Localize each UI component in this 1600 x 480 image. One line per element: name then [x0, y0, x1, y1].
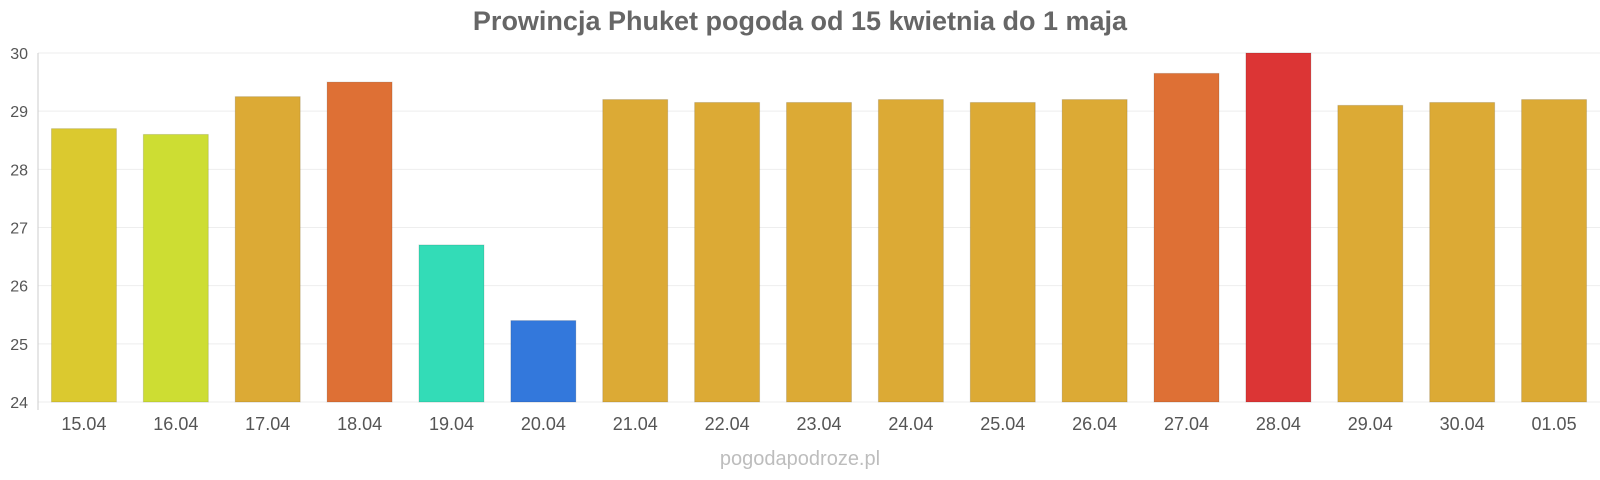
x-tick-label: 29.04	[1348, 414, 1393, 434]
bar-25.04	[969, 101, 1036, 403]
x-tick-label: 27.04	[1164, 414, 1209, 434]
x-tick-label: 19.04	[429, 414, 474, 434]
x-tick-label: 24.04	[888, 414, 933, 434]
bar-19.04	[418, 244, 485, 403]
x-tick-label: 26.04	[1072, 414, 1117, 434]
x-tick-label: 16.04	[153, 414, 198, 434]
y-tick-label: 27	[10, 221, 28, 238]
y-tick-label: 25	[10, 337, 28, 354]
y-tick-label: 30	[10, 46, 28, 63]
bars	[50, 52, 1588, 403]
y-tick-label: 24	[10, 395, 28, 412]
x-tick-label: 01.05	[1532, 414, 1577, 434]
x-tick-label: 22.04	[705, 414, 750, 434]
bar-29.04	[1337, 104, 1404, 403]
x-tick-label: 20.04	[521, 414, 566, 434]
x-tick-labels: 15.04 16.04 17.04 18.04 19.04 20.04 21.04 22.04…	[61, 414, 1576, 434]
x-tick-label: 23.04	[796, 414, 841, 434]
x-tick-label: 15.04	[61, 414, 106, 434]
chart-title: Prowincja Phuket pogoda od 15 kwietnia d…	[472, 6, 1128, 36]
bar-30.04	[1429, 101, 1496, 403]
bar-15.04	[50, 128, 117, 403]
bar-18.04	[326, 81, 393, 403]
y-tick-label: 26	[10, 279, 28, 296]
watermark-text: pogodapodroze.pl	[719, 448, 881, 470]
bar-24.04	[877, 99, 944, 403]
x-tick-label: 17.04	[245, 414, 290, 434]
x-tick-label: 21.04	[613, 414, 658, 434]
y-tick-label: 28	[10, 162, 28, 179]
x-tick-label: 25.04	[980, 414, 1025, 434]
x-tick-label: 30.04	[1440, 414, 1485, 434]
bar-01.05	[1521, 99, 1588, 403]
x-tick-label: 28.04	[1256, 414, 1301, 434]
bar-16.04	[142, 133, 209, 403]
bar-26.04	[1061, 99, 1128, 403]
bar-21.04	[602, 99, 669, 403]
bar-20.04	[510, 320, 577, 403]
y-tick-labels: 24 25 26 27 28 29 30	[10, 46, 28, 412]
x-tick-label: 18.04	[337, 414, 382, 434]
y-tick-label: 29	[10, 104, 28, 121]
bar-17.04	[234, 96, 301, 403]
bar-28.04	[1245, 52, 1312, 403]
bar-23.04	[786, 101, 852, 403]
bar-27.04	[1153, 72, 1220, 403]
bar-22.04	[694, 101, 761, 403]
